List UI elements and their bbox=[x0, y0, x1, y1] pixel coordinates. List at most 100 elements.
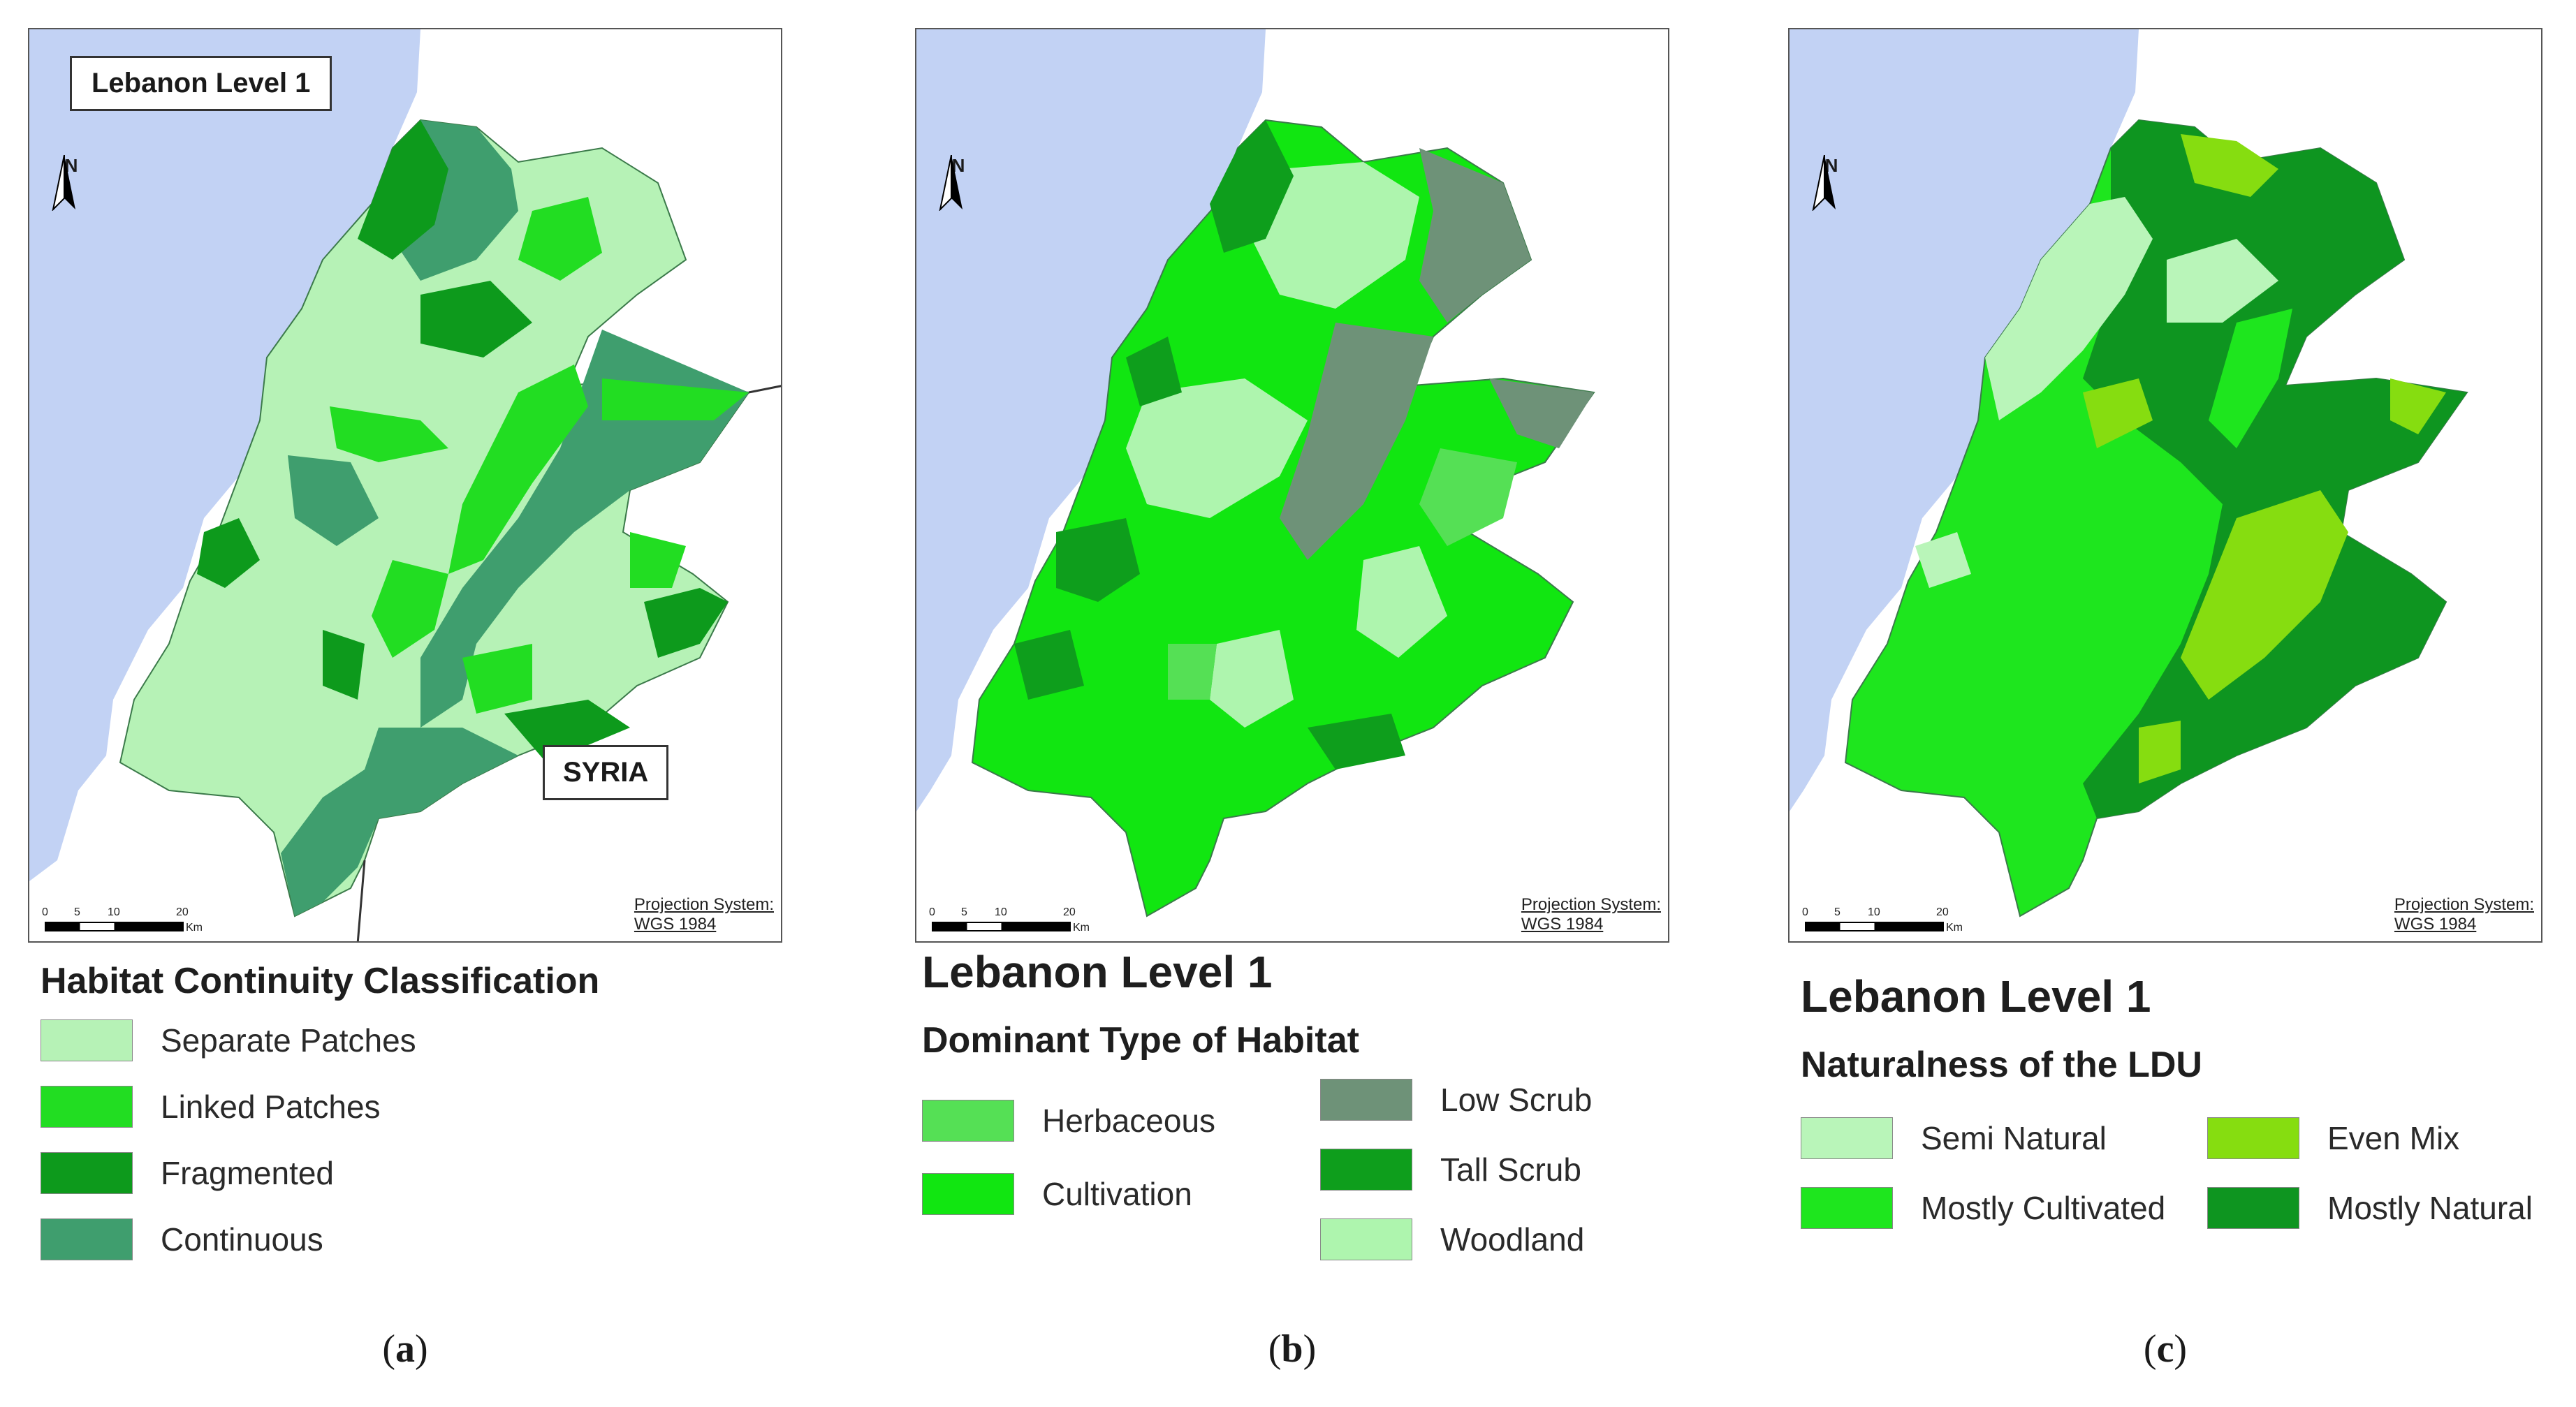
panel-caption: (b) bbox=[1268, 1327, 1317, 1371]
legend-label: Herbaceous bbox=[1042, 1103, 1216, 1139]
compass-arrow-icon bbox=[939, 155, 963, 211]
scale-tick: 20 bbox=[1936, 906, 1949, 918]
map-panel-c: N 0 5 10 20 Km Projection System: WGS 19… bbox=[1788, 0, 2542, 1407]
legend-swatch bbox=[2207, 1187, 2299, 1229]
north-letter: N bbox=[1824, 155, 1838, 176]
legend-heading: Lebanon Level 1 bbox=[922, 947, 1273, 997]
scale-bar: 0 5 10 20 Km bbox=[1799, 906, 2009, 934]
scale-tick: 10 bbox=[1868, 906, 1880, 918]
legend-heading: Lebanon Level 1 bbox=[1801, 971, 2151, 1022]
legend-label: Separate Patches bbox=[161, 1022, 416, 1059]
legend-swatch bbox=[41, 1152, 133, 1194]
map-frame-c: N 0 5 10 20 Km Projection System: WGS 19… bbox=[1788, 28, 2542, 943]
projection-note: Projection System: WGS 1984 bbox=[2394, 895, 2534, 934]
projection-line: Projection System: bbox=[634, 895, 774, 914]
legend-label: Fragmented bbox=[161, 1155, 335, 1191]
legend-swatch bbox=[1320, 1079, 1412, 1121]
legend-swatch bbox=[41, 1019, 133, 1061]
panel-caption: (a) bbox=[382, 1327, 428, 1371]
scale-bar-graphic bbox=[1805, 922, 1944, 931]
projection-line: WGS 1984 bbox=[1521, 915, 1604, 934]
legend-label: Linked Patches bbox=[161, 1089, 381, 1125]
caption-letter: c bbox=[2156, 1327, 2174, 1371]
scale-tick: 10 bbox=[108, 906, 120, 918]
legend-item: Woodland bbox=[1320, 1218, 1584, 1260]
sea-area bbox=[29, 29, 420, 881]
legend-swatch bbox=[1801, 1117, 1893, 1159]
legend-item: Even Mix bbox=[2207, 1117, 2459, 1159]
scale-tick: 20 bbox=[176, 906, 189, 918]
projection-line: Projection System: bbox=[1521, 895, 1661, 914]
legend-item: Tall Scrub bbox=[1320, 1149, 1581, 1191]
legend-label: Even Mix bbox=[2327, 1120, 2460, 1156]
north-letter: N bbox=[64, 155, 78, 176]
map-panel-b: N 0 5 10 20 Km Projection System: WGS 19… bbox=[915, 0, 1669, 1407]
caption-letter: b bbox=[1281, 1327, 1303, 1371]
legend-label: Tall Scrub bbox=[1440, 1151, 1581, 1188]
scale-tick: 5 bbox=[74, 906, 80, 918]
legend-label: Woodland bbox=[1440, 1221, 1585, 1258]
projection-line: Projection System: bbox=[2394, 895, 2534, 914]
scale-bar-graphic bbox=[932, 922, 1071, 931]
legend-item: Mostly Natural bbox=[2207, 1187, 2533, 1229]
legend-swatch bbox=[41, 1218, 133, 1260]
legend-label: Semi Natural bbox=[1921, 1120, 2107, 1156]
sea-area bbox=[1790, 29, 2139, 811]
legend-label: Cultivation bbox=[1042, 1176, 1192, 1212]
scale-bar-graphic bbox=[45, 922, 184, 931]
lebanon-map-c bbox=[1790, 29, 2468, 918]
sea-area bbox=[916, 29, 1266, 811]
country-label-syria: SYRIA bbox=[543, 745, 669, 800]
legend-label: Continuous bbox=[161, 1221, 323, 1258]
legend-item: Separate Patches bbox=[41, 1019, 416, 1061]
scale-tick: 10 bbox=[995, 906, 1007, 918]
scale-tick: 20 bbox=[1063, 906, 1076, 918]
map-frame-a: Lebanon Level 1 N SYRIA 0 5 10 20 Km Pro… bbox=[28, 28, 782, 943]
north-letter: N bbox=[951, 155, 965, 176]
legend-label: Low Scrub bbox=[1440, 1082, 1593, 1118]
legend-swatch bbox=[922, 1100, 1014, 1142]
legend-title: Dominant Type of Habitat bbox=[922, 1020, 1359, 1061]
compass-arrow-icon bbox=[1812, 155, 1836, 211]
north-arrow-icon: N bbox=[1810, 155, 1852, 211]
projection-note: Projection System: WGS 1984 bbox=[1521, 895, 1661, 934]
legend-label: Mostly Cultivated bbox=[1921, 1190, 2166, 1226]
scale-tick: 0 bbox=[929, 906, 935, 918]
scale-unit: Km bbox=[1073, 922, 1090, 934]
legend-swatch bbox=[922, 1173, 1014, 1215]
legend-item: Herbaceous bbox=[922, 1100, 1215, 1142]
scale-tick: 0 bbox=[42, 906, 48, 918]
scale-bar: 0 5 10 20 Km bbox=[926, 906, 1136, 934]
legend-item: Linked Patches bbox=[41, 1086, 381, 1128]
caption-letter: a bbox=[395, 1327, 415, 1371]
lebanon-map-a bbox=[29, 29, 781, 941]
legend-item: Fragmented bbox=[41, 1152, 334, 1194]
north-arrow-icon: N bbox=[937, 155, 979, 211]
legend-swatch bbox=[1320, 1149, 1412, 1191]
legend-swatch bbox=[1320, 1218, 1412, 1260]
map-title: Lebanon Level 1 bbox=[70, 56, 332, 111]
scale-tick: 5 bbox=[1834, 906, 1840, 918]
legend-item: Cultivation bbox=[922, 1173, 1192, 1215]
projection-line: WGS 1984 bbox=[634, 915, 717, 934]
scale-bar: 0 5 10 20 Km bbox=[39, 906, 249, 934]
legend-title: Naturalness of the LDU bbox=[1801, 1045, 2202, 1085]
map-panel-a: Lebanon Level 1 N SYRIA 0 5 10 20 Km Pro… bbox=[28, 0, 782, 1407]
map-frame-b: N 0 5 10 20 Km Projection System: WGS 19… bbox=[915, 28, 1669, 943]
legend-swatch bbox=[41, 1086, 133, 1128]
scale-unit: Km bbox=[1946, 922, 1963, 934]
scale-tick: 5 bbox=[961, 906, 967, 918]
legend-item: Semi Natural bbox=[1801, 1117, 2107, 1159]
legend-label: Mostly Natural bbox=[2327, 1190, 2533, 1226]
legend-item: Continuous bbox=[41, 1218, 323, 1260]
legend-title: Habitat Continuity Classification bbox=[41, 961, 600, 1001]
legend-swatch bbox=[2207, 1117, 2299, 1159]
north-arrow-icon: N bbox=[50, 155, 92, 211]
compass-arrow-icon bbox=[52, 155, 75, 211]
scale-tick: 0 bbox=[1802, 906, 1808, 918]
lebanon-map-b bbox=[916, 29, 1595, 918]
projection-line: WGS 1984 bbox=[2394, 915, 2477, 934]
legend-item: Low Scrub bbox=[1320, 1079, 1592, 1121]
legend-swatch bbox=[1801, 1187, 1893, 1229]
legend-item: Mostly Cultivated bbox=[1801, 1187, 2165, 1229]
